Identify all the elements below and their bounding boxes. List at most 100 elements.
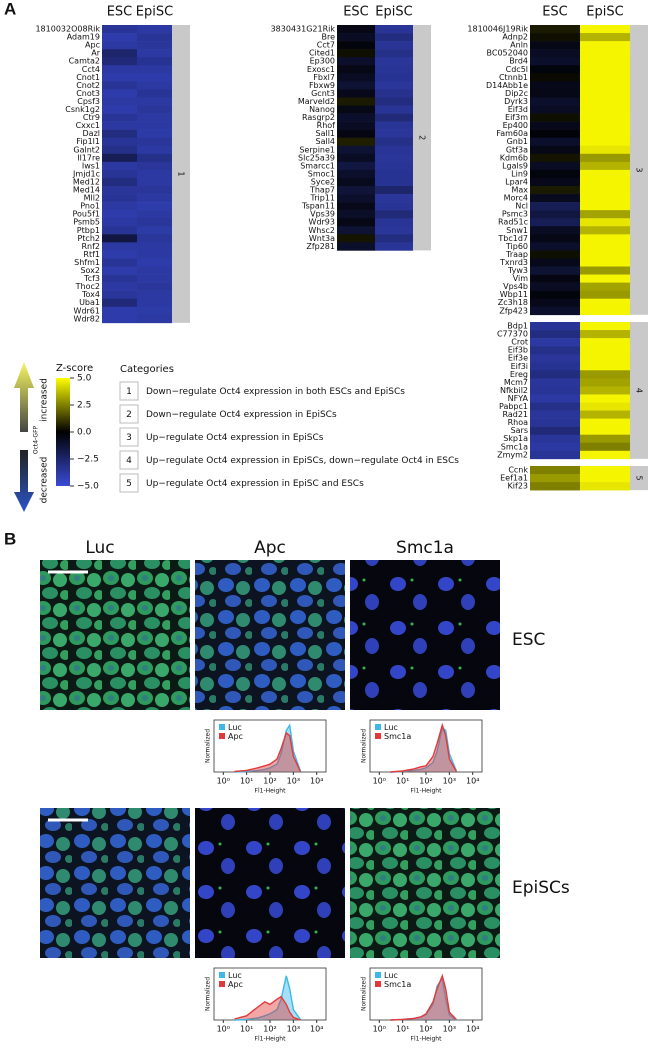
heat-cell	[137, 65, 173, 74]
gene-label: Apc	[85, 41, 100, 50]
gene-label: Galnt2	[73, 145, 100, 154]
heat-cell	[102, 258, 138, 267]
heat-cell	[102, 129, 138, 138]
heat-cell	[102, 49, 138, 58]
heat-cell	[580, 161, 631, 171]
x-tick-label: 10³	[443, 1025, 456, 1034]
heat-cell	[102, 113, 138, 122]
gene-label: Nanog	[309, 105, 335, 114]
heat-cell	[375, 202, 414, 211]
gene-label: Cpsf3	[77, 97, 100, 106]
heat-cell	[102, 105, 138, 114]
heat-cell	[102, 202, 138, 211]
heat-cell	[137, 49, 173, 58]
heat-cell	[530, 242, 581, 251]
heat-cell	[530, 73, 581, 82]
heat-cell	[337, 145, 376, 155]
colorbar-tick-label: 0.0	[77, 428, 92, 438]
heat-cell	[530, 474, 581, 483]
heat-cell	[337, 129, 376, 138]
column-header: EpiSC	[375, 5, 412, 20]
heat-cell	[580, 121, 631, 130]
x-tick-label: 10⁴	[310, 1025, 323, 1034]
heat-cell	[102, 274, 138, 283]
gene-label: Fbxw9	[309, 81, 335, 90]
column-header: ESC	[542, 5, 568, 20]
heat-cell	[137, 186, 173, 195]
gene-label: Max	[511, 186, 528, 195]
column-header: ESC	[107, 5, 133, 20]
gene-label: Smc1a	[501, 442, 528, 451]
heat-cell	[530, 25, 581, 34]
gene-label: Tyw3	[507, 266, 528, 275]
heat-cell	[580, 210, 631, 219]
heat-cell	[530, 402, 581, 411]
heat-cell	[580, 386, 631, 395]
heat-cell	[530, 442, 581, 452]
gene-label: Ctr9	[83, 113, 100, 122]
gene-label: Vim	[513, 274, 529, 283]
heat-cell	[530, 33, 581, 42]
heat-cell	[137, 177, 173, 187]
heat-cell	[530, 290, 581, 299]
gene-label: Marveld2	[298, 97, 335, 106]
gene-label: Zfp423	[499, 306, 528, 315]
heat-cell	[530, 218, 581, 227]
heat-cell	[337, 121, 376, 130]
heat-cell	[580, 113, 631, 122]
heat-cell	[375, 194, 414, 203]
heat-cell	[530, 346, 581, 355]
heat-cell	[375, 242, 414, 251]
heat-cell	[580, 282, 631, 291]
gene-label: Smoc1	[308, 169, 335, 178]
gene-label: Sall1	[315, 129, 335, 138]
heat-cell	[102, 25, 138, 34]
gene-label: Exosc1	[307, 65, 335, 74]
heat-cell	[580, 266, 631, 275]
heat-cell	[530, 234, 581, 243]
x-tick-label: 10³	[443, 777, 456, 786]
heat-cell	[580, 330, 631, 339]
category-text: Up−regulate Oct4 expression in EpiSC and…	[146, 479, 364, 489]
cluster-bar	[172, 25, 190, 323]
legend-swatch	[375, 733, 381, 739]
x-axis-label: Fl1-Height	[255, 1036, 287, 1043]
gene-label: Cnot1	[76, 73, 100, 82]
gene-label: Csnk1g2	[65, 105, 100, 114]
heat-cell	[137, 258, 173, 267]
heat-cell	[530, 394, 581, 403]
heat-cell	[102, 65, 138, 74]
cluster-bar	[630, 25, 648, 315]
legend-swatch	[375, 724, 381, 730]
heat-cell	[137, 57, 173, 66]
heat-cell	[102, 177, 138, 187]
cluster-bar	[630, 466, 648, 491]
heat-cell	[580, 298, 631, 308]
heat-cell	[102, 161, 138, 171]
heat-cell	[137, 314, 173, 324]
heat-cell	[580, 378, 631, 387]
heat-cell	[375, 33, 414, 42]
heat-cell	[337, 81, 376, 90]
heat-cell	[137, 129, 173, 138]
heat-cell	[102, 210, 138, 219]
gene-label: 1810032O08Rik	[35, 25, 100, 34]
heat-cell	[102, 266, 138, 275]
gene-label: Wbp11	[500, 290, 528, 299]
gene-label: Pabpc1	[499, 402, 528, 411]
column-label: Smc1a	[396, 538, 454, 558]
gene-label: Rnf2	[81, 242, 100, 251]
gene-label: Cnot2	[76, 81, 100, 90]
heat-cell	[102, 186, 138, 195]
gene-label: Cct4	[82, 65, 100, 74]
gene-label: Syce2	[311, 177, 335, 186]
x-tick-label: 10¹	[240, 777, 253, 786]
category-box	[119, 427, 139, 447]
heat-cell	[137, 153, 173, 163]
legend-swatch	[219, 981, 225, 987]
heat-cell	[102, 306, 138, 316]
histogram-area	[234, 723, 302, 773]
heat-cell	[375, 57, 414, 66]
heat-cell	[530, 450, 581, 460]
gene-label: Sall4	[315, 137, 335, 146]
